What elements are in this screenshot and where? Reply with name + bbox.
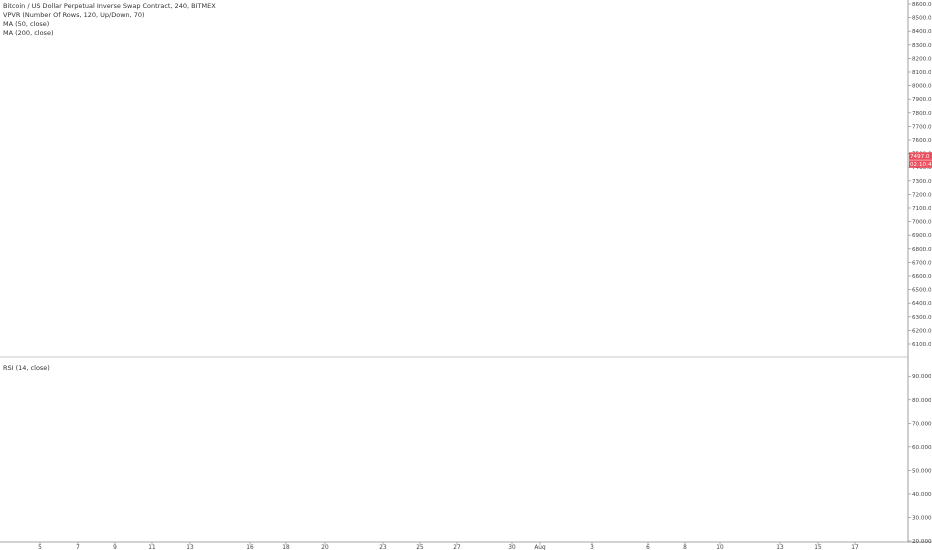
time-tick-label: 18 bbox=[282, 545, 290, 550]
price-tick-label: 7200.0 bbox=[912, 192, 932, 198]
price-tick-label: 7600.0 bbox=[912, 138, 932, 144]
price-tick-label: 6100.0 bbox=[912, 342, 932, 348]
time-tick-label: 17 bbox=[851, 545, 859, 550]
time-tick-label: 13 bbox=[776, 545, 784, 550]
price-tick-label: 8300.0 bbox=[912, 43, 932, 49]
price-badge-label: 7497.0 bbox=[910, 154, 930, 160]
price-tick-label: 7100.0 bbox=[912, 206, 932, 212]
price-badge bbox=[909, 160, 932, 168]
rsi-tick-label: 80.0000 bbox=[912, 398, 932, 404]
rsi-label: RSI (14, close) bbox=[3, 364, 50, 372]
time-tick-label: 10 bbox=[716, 545, 724, 550]
price-tick-label: 6300.0 bbox=[912, 315, 932, 321]
price-tick-label: 7400.0 bbox=[912, 165, 932, 171]
price-tick-label: 7700.0 bbox=[912, 124, 932, 130]
rsi-tick-label: 30.0000 bbox=[912, 515, 932, 521]
rsi-tick-label: 20.0000 bbox=[912, 539, 932, 545]
price-tick-label: 6700.0 bbox=[912, 260, 932, 266]
rsi-tick-label: 50.0000 bbox=[912, 468, 932, 474]
indicator-ma200[interactable]: MA (200, close) bbox=[3, 29, 54, 37]
rsi-tick-label: 60.0000 bbox=[912, 445, 932, 451]
price-tick-label: 7900.0 bbox=[912, 97, 932, 103]
rsi-tick-label: 70.0000 bbox=[912, 421, 932, 427]
price-tick-label: 6900.0 bbox=[912, 233, 932, 239]
price-tick-label: 8200.0 bbox=[912, 56, 932, 62]
time-tick-label: 6 bbox=[646, 545, 650, 550]
time-tick-label: 16 bbox=[246, 545, 254, 550]
price-badge-label: 02:10:42 bbox=[910, 162, 932, 168]
time-tick-label: 30 bbox=[508, 545, 516, 550]
price-tick-label: 7000.0 bbox=[912, 220, 932, 226]
time-tick-label: 13 bbox=[186, 545, 194, 550]
rsi-tick-label: 40.0000 bbox=[912, 492, 932, 498]
price-tick-label: 8400.0 bbox=[912, 29, 932, 35]
price-tick-label: 8600.0 bbox=[912, 2, 932, 8]
time-tick-label: 3 bbox=[590, 545, 594, 550]
price-tick-label: 7300.0 bbox=[912, 179, 932, 185]
price-badge bbox=[909, 152, 932, 160]
price-tick-label: 6500.0 bbox=[912, 288, 932, 294]
price-tick-label: 6400.0 bbox=[912, 301, 932, 307]
chart-title: Bitcoin / US Dollar Perpetual Inverse Sw… bbox=[3, 2, 216, 10]
time-tick-label: 8 bbox=[683, 545, 687, 550]
price-tick-label: 8100.0 bbox=[912, 70, 932, 76]
price-tick-label: 8000.0 bbox=[912, 84, 932, 90]
price-tick-label: 6600.0 bbox=[912, 274, 932, 280]
price-tick-label: 8500.0 bbox=[912, 16, 932, 22]
price-tick-label: 6200.0 bbox=[912, 328, 932, 334]
time-tick-label: 15 bbox=[814, 545, 822, 550]
time-tick-label: 20 bbox=[321, 545, 329, 550]
time-tick-label: 27 bbox=[453, 545, 461, 550]
time-tick-label: 25 bbox=[416, 545, 424, 550]
time-tick-label: 9 bbox=[113, 545, 117, 550]
time-tick-label: 7 bbox=[76, 545, 80, 550]
rsi-tick-label: 90.0000 bbox=[912, 374, 932, 380]
time-tick-label: 23 bbox=[379, 545, 387, 550]
time-tick-label: 11 bbox=[148, 545, 156, 550]
price-tick-label: 7800.0 bbox=[912, 111, 932, 117]
indicator-ma50[interactable]: MA (50, close) bbox=[3, 20, 50, 28]
indicator-vpvr[interactable]: VPVR (Number Of Rows, 120, Up/Down, 70) bbox=[3, 11, 145, 19]
time-tick-label: 5 bbox=[38, 545, 42, 550]
price-tick-label: 6800.0 bbox=[912, 247, 932, 253]
time-tick-label: Aug bbox=[534, 545, 546, 550]
